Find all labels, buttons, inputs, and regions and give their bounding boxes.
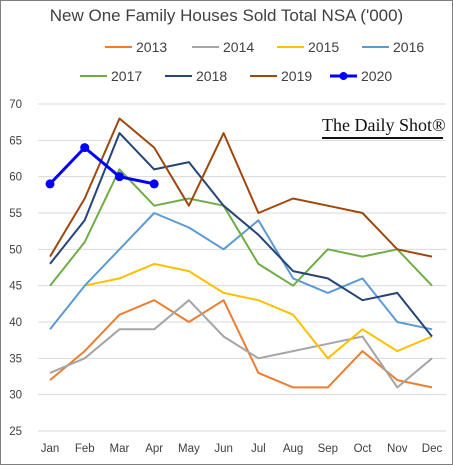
x-tick-label: Oct xyxy=(354,443,373,455)
watermark-underline xyxy=(322,137,443,139)
series-lines xyxy=(45,117,433,389)
series-line-2017 xyxy=(49,168,433,287)
x-tick-label: Apr xyxy=(145,443,163,455)
legend-label-2017: 2017 xyxy=(111,68,142,84)
series-line-2016 xyxy=(49,212,433,331)
legend-marker-2020 xyxy=(339,72,348,80)
x-tick-label: Dec xyxy=(422,443,443,455)
y-tick-label: 45 xyxy=(9,281,22,293)
x-tick-label: Jul xyxy=(251,443,266,455)
series-line-2015 xyxy=(84,262,433,360)
legend-label-2018: 2018 xyxy=(196,68,227,84)
x-tick-label: Feb xyxy=(75,443,95,455)
x-axis-ticks: Jan Feb Mar Apr May Jun Jul Aug Sep Oct Nov Dec xyxy=(41,443,443,455)
y-tick-label: 60 xyxy=(9,172,22,184)
x-tick-label: May xyxy=(178,443,200,455)
y-tick-label: 65 xyxy=(9,135,22,147)
x-tick-label: Mar xyxy=(110,443,130,455)
series-line-2018 xyxy=(49,132,433,338)
y-tick-label: 30 xyxy=(9,390,22,402)
y-tick-label: 55 xyxy=(9,208,22,220)
x-tick-label: Jun xyxy=(214,443,233,455)
series-line-2013 xyxy=(49,299,433,389)
y-tick-label: 25 xyxy=(9,426,22,438)
legend-label-2019: 2019 xyxy=(281,68,312,84)
x-tick-label: Sep xyxy=(318,443,338,455)
x-tick-label: Aug xyxy=(283,443,303,455)
legend: 2013 2014 2015 2016 2017 2018 2019 2020 xyxy=(80,39,424,84)
gridlines xyxy=(38,103,446,432)
series-line-2020 xyxy=(48,146,155,186)
legend-label-2015: 2015 xyxy=(308,39,339,55)
series-line-2014 xyxy=(49,299,433,389)
x-tick-label: Nov xyxy=(387,443,408,455)
y-axis-ticks: 25 30 35 40 45 50 55 60 65 70 xyxy=(9,99,22,438)
y-tick-label: 40 xyxy=(9,317,22,329)
series-line-2019 xyxy=(49,117,433,258)
data-point-2020 xyxy=(80,143,90,153)
watermark-logo: The Daily Shot® xyxy=(322,115,446,135)
y-tick-label: 50 xyxy=(9,244,22,256)
chart-title: New One Family Houses Sold Total NSA ('0… xyxy=(49,6,404,25)
legend-label-2016: 2016 xyxy=(393,39,424,55)
legend-label-2014: 2014 xyxy=(223,39,254,55)
legend-label-2020: 2020 xyxy=(361,68,392,84)
data-point-2020 xyxy=(45,179,55,189)
legend-label-2013: 2013 xyxy=(136,39,167,55)
y-tick-label: 35 xyxy=(9,353,22,365)
data-point-2020 xyxy=(114,172,124,182)
x-tick-label: Jan xyxy=(41,443,60,455)
y-tick-label: 70 xyxy=(9,99,22,111)
data-point-2020 xyxy=(149,179,159,189)
